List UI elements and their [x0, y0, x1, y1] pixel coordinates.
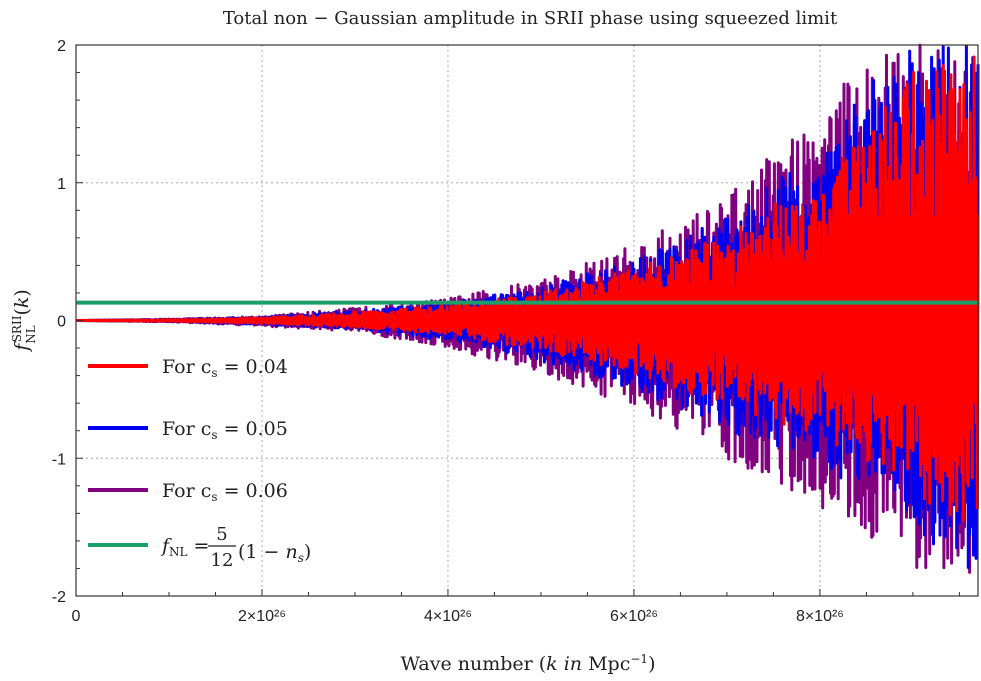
y-axis-label-f: f [11, 341, 33, 353]
chart-title: Total non − Gaussian amplitude in SRII p… [223, 8, 838, 29]
legend-entry-1: For cs = 0.05 [88, 418, 288, 442]
legend-entry-0: For cs = 0.04 [88, 356, 288, 380]
legend-tail: (1 − ns) [238, 541, 311, 565]
legend-frac-den: 12 [211, 550, 234, 571]
legend-entry-2: For cs = 0.06 [88, 480, 288, 504]
y-axis-label: fNLSRII(k) [10, 289, 38, 353]
series-layer [75, 43, 980, 574]
axes [75, 44, 979, 597]
x-axis-label-close: ) [648, 653, 655, 675]
y-tick-label-4: 2 [57, 38, 66, 55]
y-axis-label-sub: NL [24, 325, 38, 344]
legend-label-1: For cs = 0.05 [162, 418, 288, 442]
y-tick-label-2: 0 [57, 314, 66, 331]
legend-entry-3: fNL = 5 12 (1 − ns) [88, 524, 311, 571]
legend-label-3: fNL = [160, 535, 209, 559]
x-tick-label-4: 8×10²⁶ [796, 608, 844, 625]
series-line-2 [75, 55, 980, 522]
legend-label-2: For cs = 0.06 [162, 480, 288, 504]
y-tick-label-0: -2 [52, 589, 66, 606]
y-axis-label-close: ) [11, 289, 33, 296]
legend-frac-num: 5 [216, 524, 227, 545]
x-tick-label-2: 4×10²⁶ [424, 608, 472, 625]
y-axis-label-k: k [11, 297, 33, 309]
y-axis-label-arg: ( [11, 308, 33, 315]
x-axis-label-text: Wave number ( [401, 653, 547, 675]
x-axis-label-unit: Mpc [582, 653, 630, 675]
x-tick-label-0: 0 [72, 608, 81, 625]
legend-label-0: For cs = 0.04 [162, 356, 288, 380]
y-tick-label-3: 1 [57, 176, 66, 193]
legend: For cs = 0.04 For cs = 0.05 For cs = 0.06 f… [88, 356, 311, 571]
y-axis-label-sup: SRII [10, 315, 24, 342]
x-axis-label-k: k in [546, 653, 582, 675]
y-tick-label-1: -1 [52, 451, 66, 468]
x-tick-label-1: 2×10²⁶ [238, 608, 286, 625]
x-tick-label-3: 6×10²⁶ [610, 608, 658, 625]
x-axis-label: Wave number (k in Mpc−1) [401, 652, 656, 675]
x-axis-label-exp: −1 [630, 652, 648, 666]
